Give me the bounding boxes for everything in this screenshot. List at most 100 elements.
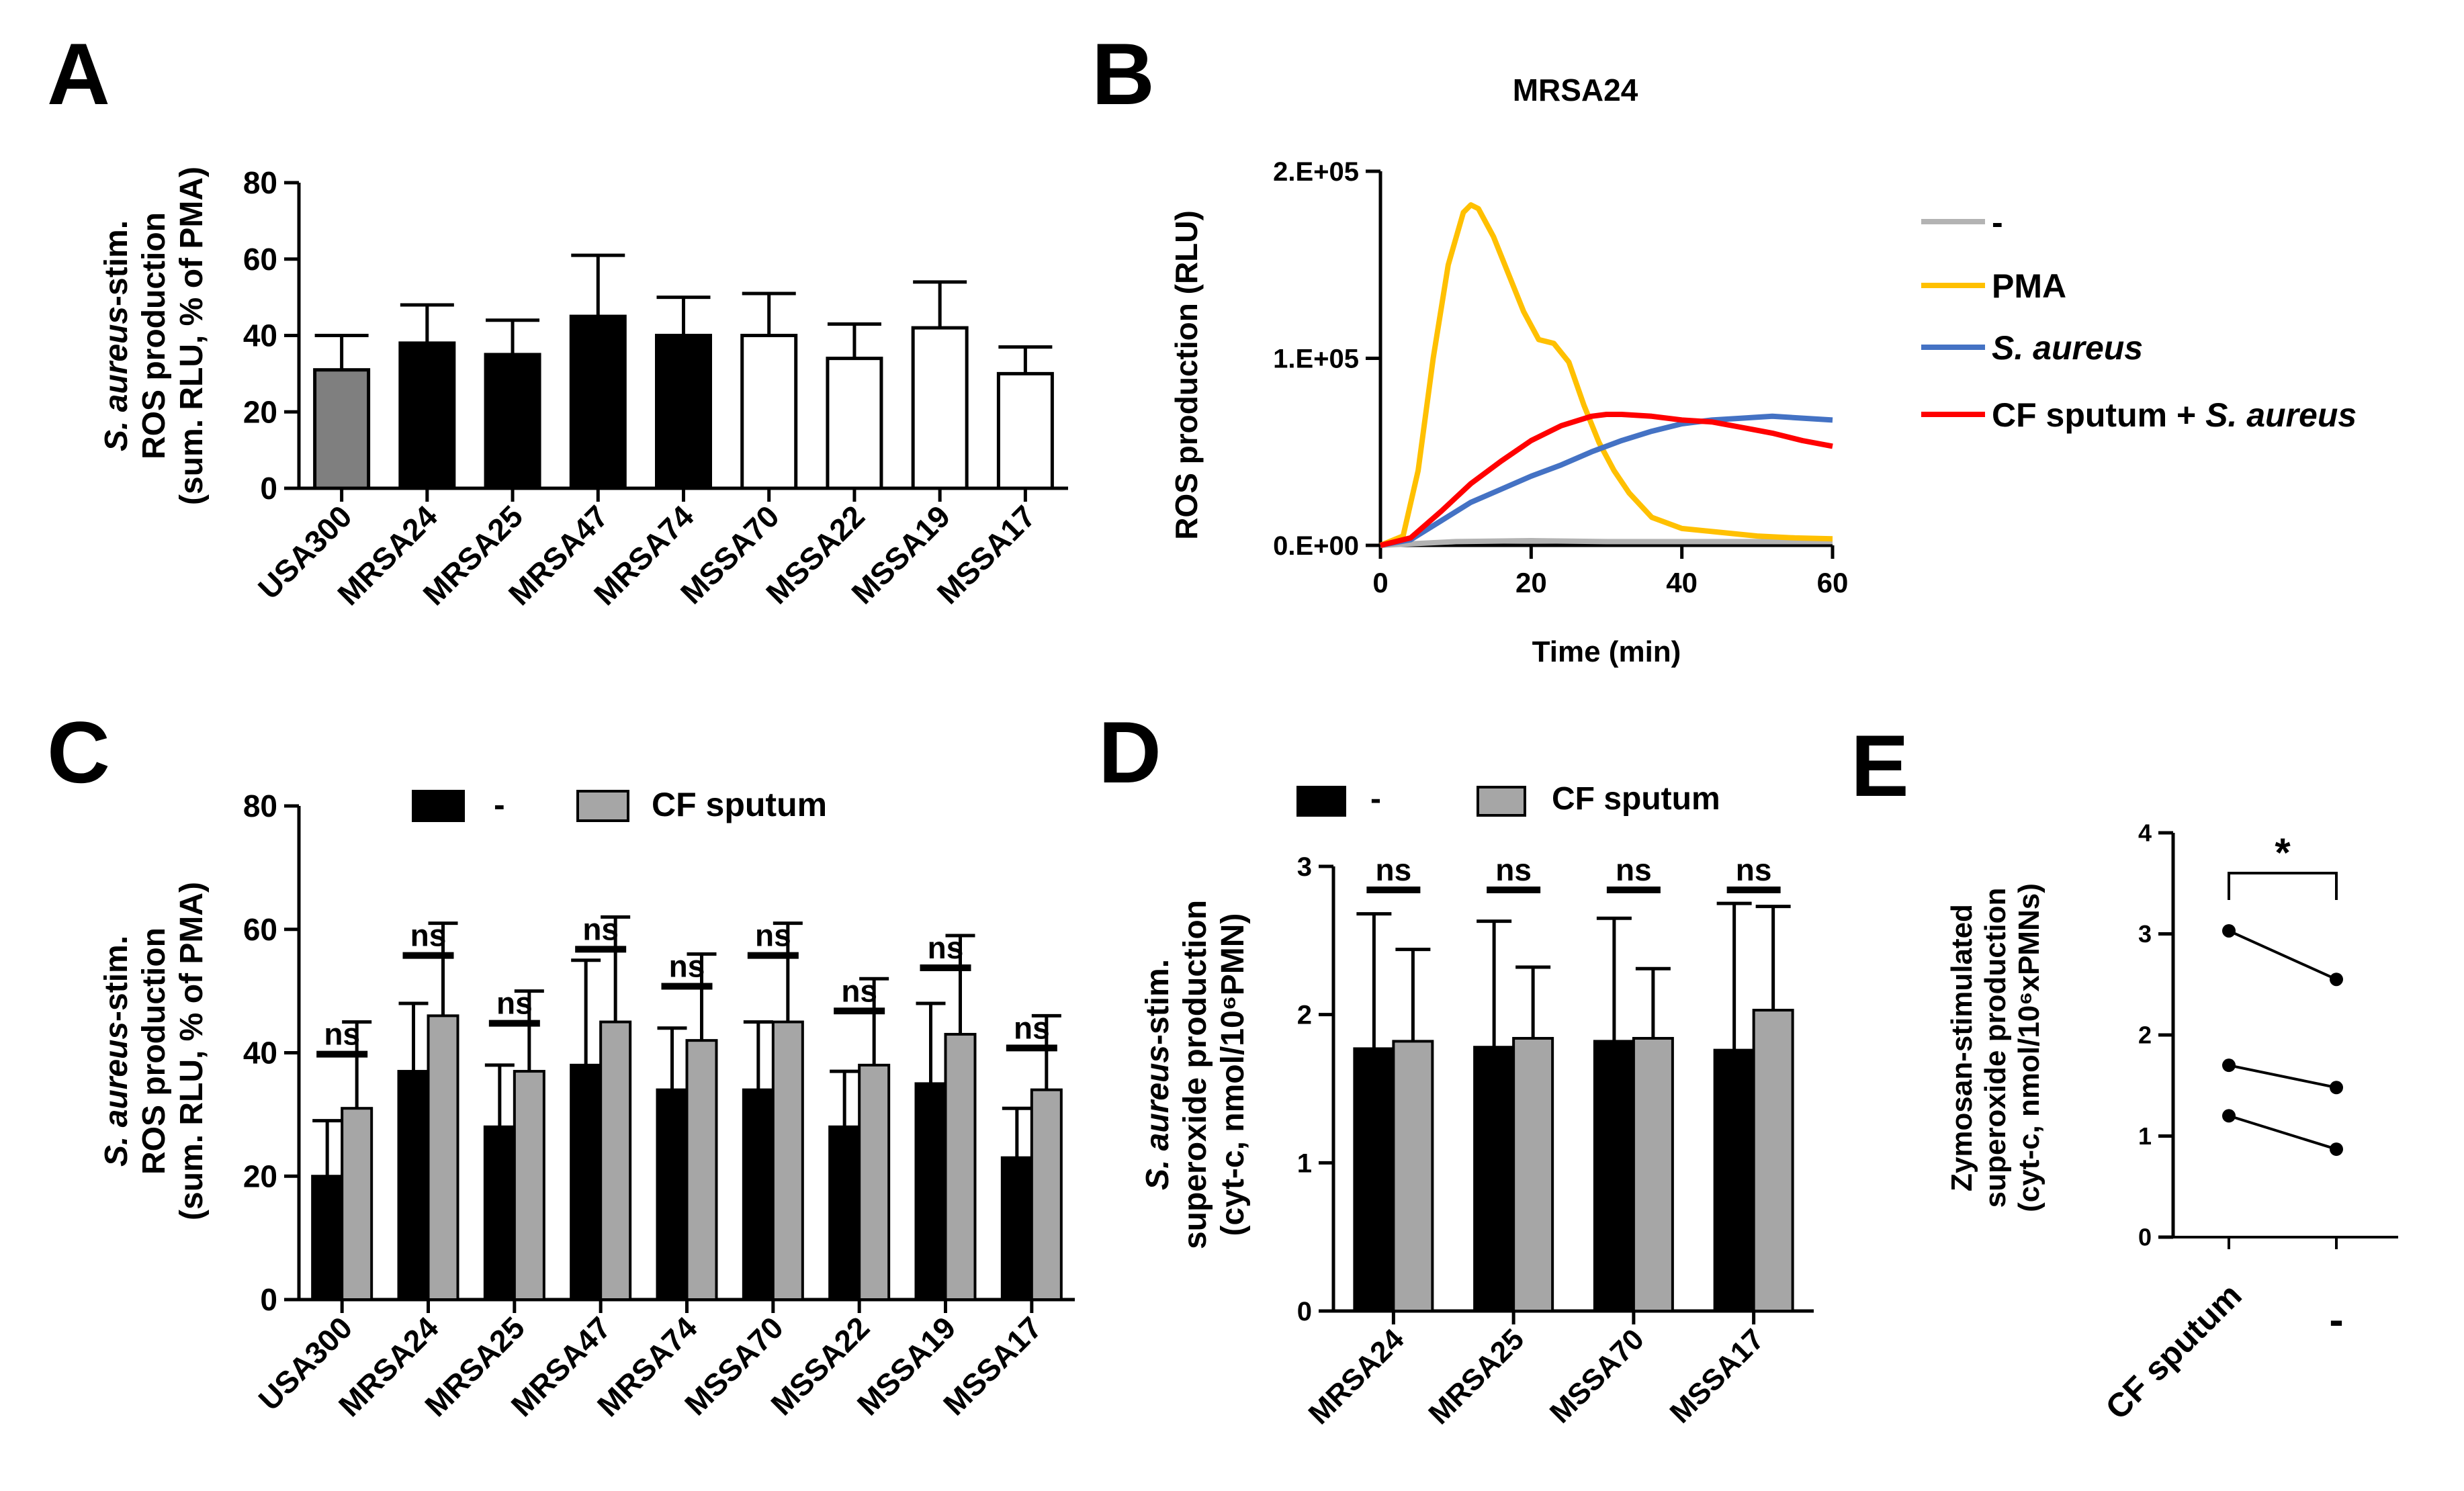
- panel-e-x-tick-label: CF sputum: [2099, 1276, 2249, 1427]
- panel-e-significance-bracket: [2228, 872, 2338, 900]
- panel-d-significance-label: ns: [1376, 852, 1412, 887]
- panel-letter-a: A: [47, 25, 110, 123]
- panel-c-bar: [685, 1039, 718, 1301]
- panel-a-bar: [569, 314, 627, 490]
- panel-c-bar: [742, 1088, 775, 1301]
- panel-c-ylabel-line3: (sum. RLU, % of PMA): [174, 882, 210, 1220]
- panel-c-significance-label: ns: [582, 911, 619, 946]
- panel-b-xlabel: Time (min): [1532, 635, 1681, 668]
- panel-a-y-tick-label: 20: [243, 394, 277, 429]
- panel-e-pair-line: [2228, 1114, 2337, 1150]
- panel-c-legend-label: -: [494, 786, 505, 823]
- panel-c-bar: [914, 1082, 947, 1301]
- panel-b-y-tick-label: 0.E+00: [1273, 531, 1359, 561]
- panel-b-x-tick-label: 60: [1817, 567, 1849, 598]
- panel-e-point: [2222, 1058, 2236, 1073]
- panel-d-bar: [1752, 1009, 1794, 1312]
- panel-d-ylabel-line3: (cyt-c, nmol/10⁶PMN): [1215, 913, 1251, 1236]
- panel-d-bar: [1593, 1040, 1635, 1313]
- panel-c-bar: [858, 1063, 891, 1301]
- panel-c-significance-label: ns: [410, 918, 447, 953]
- panel-c-significance-label: ns: [496, 986, 533, 1021]
- panel-e-point: [2330, 1142, 2343, 1157]
- panel-c-bar: [483, 1125, 516, 1301]
- panel-b-legend-label: PMA: [1992, 267, 2066, 305]
- panel-d-x-tick-label: MRSA24: [1303, 1322, 1411, 1431]
- panel-b-x-tick-label: 20: [1515, 567, 1547, 598]
- panel-b-x-tick-label: 40: [1666, 567, 1698, 598]
- panel-e-y-tick-label: 2: [2138, 1022, 2152, 1049]
- panel-c-significance-label: ns: [1014, 1010, 1050, 1045]
- panel-e-y-tick-label: 1: [2138, 1122, 2152, 1150]
- panel-letter-d: D: [1098, 703, 1161, 801]
- panel-a-y-tick-label: 60: [243, 242, 277, 277]
- panel-a-y-tick-label: 80: [243, 165, 277, 200]
- panel-d-bar: [1713, 1048, 1755, 1313]
- panel-a-bar: [655, 334, 712, 490]
- panel-c-y-tick-label: 20: [243, 1159, 277, 1193]
- panel-b-x-tick-label: 0: [1372, 567, 1388, 598]
- panel-d-bar: [1512, 1036, 1554, 1313]
- panel-c-bar: [513, 1070, 545, 1301]
- panel-d-legend-label: CF sputum: [1552, 781, 1720, 817]
- panel-c-bar: [341, 1107, 373, 1301]
- panel-c-y-tick-label: 0: [260, 1282, 277, 1317]
- panel-d-bar: [1632, 1036, 1674, 1313]
- panel-b-line-negative: [1380, 538, 1833, 548]
- panel-d-y-tick-label: 2: [1297, 1001, 1312, 1030]
- panel-d-y-tick-label: 0: [1297, 1297, 1312, 1326]
- panel-b-legend-label: CF sputum + S. aureus: [1992, 396, 2357, 434]
- panel-e-point: [2330, 1081, 2343, 1095]
- panel-d-x-tick-label: MSSA70: [1544, 1322, 1651, 1429]
- panel-d-significance-label: ns: [1616, 852, 1652, 887]
- panel-c-bar: [828, 1125, 861, 1301]
- panel-d-ylabel-line1: S. aureus-stim.: [1140, 959, 1176, 1190]
- panel-a-ylabel-line1: S. aureus-stim.: [99, 220, 134, 451]
- panel-a-bar: [996, 371, 1054, 490]
- panel-d-legend-swatch-cf: [1477, 786, 1526, 817]
- panel-letter-c: C: [47, 703, 110, 801]
- panel-a-bar: [398, 341, 456, 490]
- panel-e-point: [2330, 973, 2343, 987]
- panel-c-y-tick-label: 60: [243, 912, 277, 947]
- panel-c-bar: [570, 1063, 603, 1301]
- panel-c-bar: [599, 1020, 632, 1301]
- panel-b-chart: MRSA24 0.E+00 1.E+05 2.E+05 0 20 40 60 Time (min…: [1169, 73, 2357, 668]
- panel-e-x-tick-label: -: [2329, 1296, 2343, 1344]
- panel-c-bar: [397, 1070, 430, 1301]
- panel-a-ylabel-line2: ROS production: [136, 212, 172, 459]
- panel-a-bar: [740, 334, 798, 490]
- panel-c-y-tick-label: 80: [243, 788, 277, 823]
- panel-c-ylabel-line2: ROS production: [136, 928, 172, 1175]
- panel-b-legend-label: -: [1992, 204, 2003, 241]
- panel-e-y-tick-label: 4: [2138, 819, 2152, 847]
- panel-c-bar: [944, 1032, 977, 1301]
- panel-e-y-tick-label: 3: [2138, 920, 2152, 948]
- panel-d-legend-swatch-minus: [1296, 786, 1346, 817]
- panel-c-ylabel-line1: S. aureus-stim.: [99, 936, 134, 1167]
- panel-a-bar: [313, 368, 371, 490]
- panel-e-ylabel-line2: superoxide production: [1979, 888, 2012, 1208]
- panel-c-legend-swatch-cf: [576, 790, 629, 822]
- panel-e-pair-line: [2228, 1064, 2337, 1089]
- panel-a-y-tick-label: 0: [260, 471, 277, 506]
- panel-d-x-tick-label: MSSA17: [1664, 1322, 1771, 1429]
- panel-c-significance-label: ns: [928, 930, 964, 965]
- panel-b-line-saureus: [1380, 413, 1833, 548]
- panel-c-bar: [1000, 1156, 1033, 1301]
- panel-d-bar: [1392, 1040, 1434, 1313]
- panel-d-ylabel-line2: superoxide production: [1178, 900, 1213, 1249]
- panel-c-y-tick-label: 40: [243, 1036, 277, 1071]
- panel-c-chart: 0 20 40 60 80 S. aureus-stim. ROS production (s…: [99, 786, 1075, 1423]
- panel-e-pair-line: [2228, 930, 2337, 981]
- panel-e-ylabel-line3: (cyt-c, nmol/10⁶xPMNs): [2013, 883, 2045, 1212]
- panel-c-legend-label: CF sputum: [652, 786, 827, 823]
- panel-c-significance-label: ns: [324, 1017, 360, 1052]
- panel-c-bar: [656, 1088, 689, 1301]
- panel-d-y-tick-label: 1: [1297, 1148, 1312, 1178]
- panel-e-point: [2222, 923, 2236, 938]
- panel-c-legend-swatch-minus: [412, 790, 465, 822]
- panel-e-y-tick-label: 0: [2138, 1224, 2152, 1251]
- panel-b-ylabel: ROS production (RLU): [1169, 210, 1204, 540]
